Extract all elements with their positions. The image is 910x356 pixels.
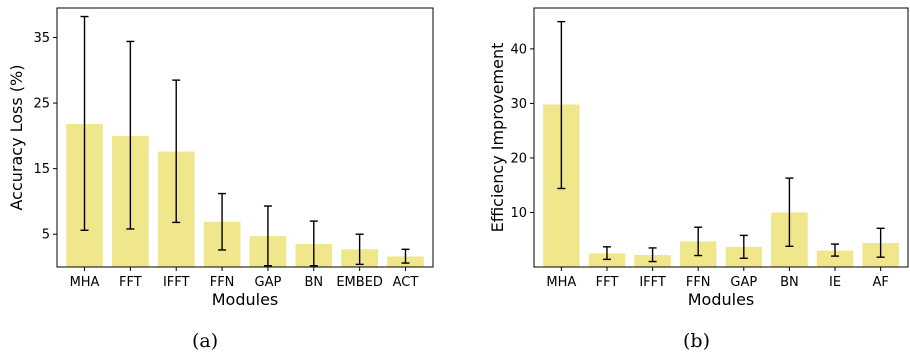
y-axis-label: Efficiency Improvement — [488, 43, 507, 233]
x-tick-label-ffn: FFN — [686, 275, 711, 290]
x-tick-label-af: AF — [872, 275, 888, 290]
chart-a: MHA FFT IFFT FFN GAP BN EMBED ACT 5 15 25 35 Modules… — [7, 7, 434, 309]
plot-frame — [533, 7, 909, 268]
y-tick-label-10: 10 — [510, 206, 527, 221]
y-tick-label-40: 40 — [510, 42, 527, 57]
bar-fft — [588, 253, 626, 267]
caption-b: (b) — [683, 330, 710, 352]
y-tick-label-20: 20 — [510, 151, 527, 166]
x-axis-label: Modules — [212, 290, 279, 309]
x-tick-label-mha: MHA — [546, 275, 576, 290]
x-tick-label-ffn: FFN — [210, 275, 235, 290]
bar-ie — [816, 250, 854, 267]
x-tick-label-act: ACT — [393, 275, 419, 290]
x-tick-label-bn: BN — [304, 275, 323, 290]
charts-svg: MHA FFT IFFT FFN GAP BN EMBED ACT 5 15 25 35 Modules… — [7, 7, 909, 309]
x-tick-label-fft: FFT — [119, 275, 142, 290]
y-axis-label: Accuracy Loss (%) — [7, 65, 26, 211]
x-tick-label-ifft: IFFT — [639, 275, 666, 290]
y-tick-label-5: 5 — [42, 228, 50, 243]
x-tick-label-fft: FFT — [596, 275, 619, 290]
y-tick-label-30: 30 — [510, 97, 527, 112]
x-tick-label-bn: BN — [780, 275, 799, 290]
caption-a: (a) — [192, 330, 219, 352]
x-tick-label-ie: IE — [829, 275, 841, 290]
y-tick-label-15: 15 — [33, 162, 50, 177]
x-tick-label-ifft: IFFT — [163, 275, 190, 290]
plot-frame — [56, 7, 434, 268]
y-tick-label-35: 35 — [33, 31, 50, 46]
y-tick-label-25: 25 — [33, 97, 50, 112]
x-axis-label: Modules — [688, 290, 755, 309]
x-tick-label-embed: EMBED — [336, 275, 383, 290]
x-tick-label-mha: MHA — [70, 275, 100, 290]
chart-b: MHA FFT IFFT FFN GAP BN IE AF 10 20 30 40 Modules Eff… — [488, 7, 909, 309]
x-tick-label-gap: GAP — [730, 275, 757, 290]
x-tick-label-gap: GAP — [255, 275, 282, 290]
